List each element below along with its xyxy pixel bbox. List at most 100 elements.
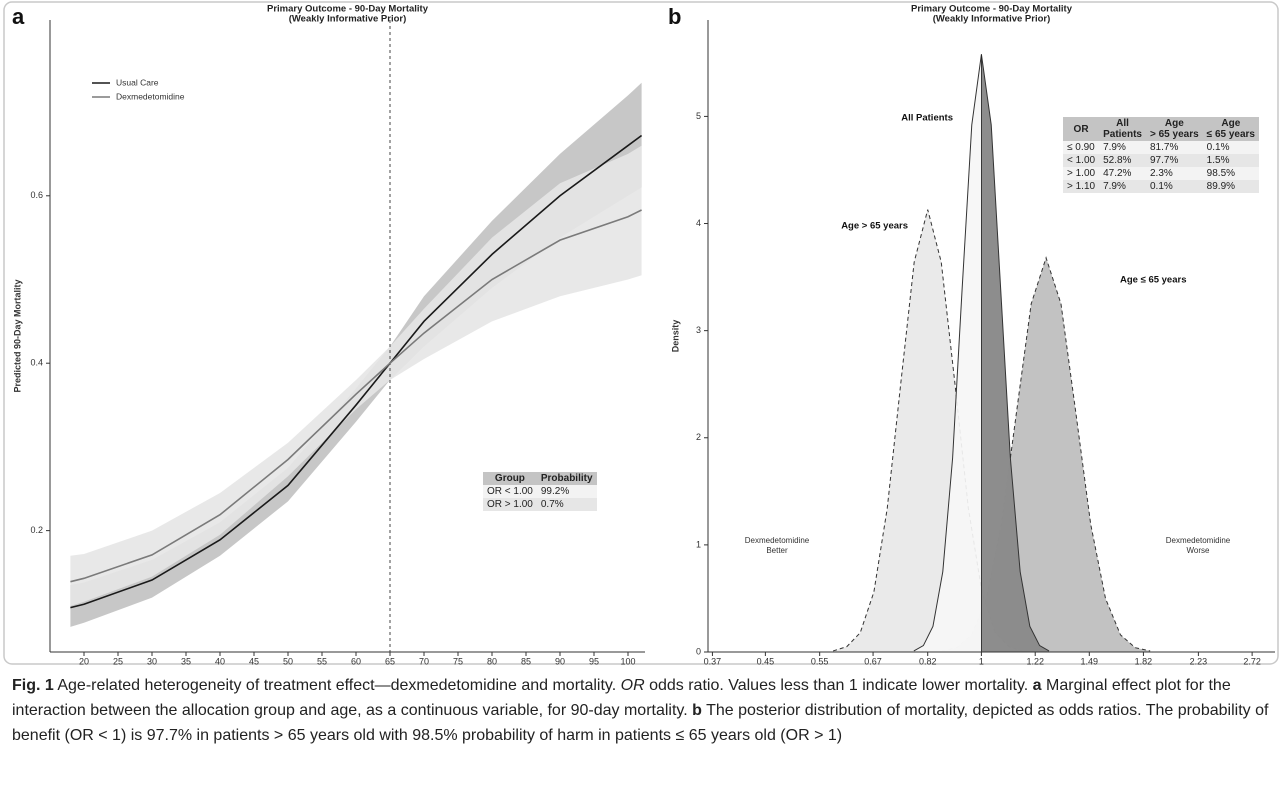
table-cell: 7.9% (1099, 141, 1146, 154)
x-tick-label: 95 (589, 656, 599, 666)
y-tick-label: 4 (696, 218, 701, 228)
table-cell: 99.2% (536, 485, 597, 498)
caption-text: a (1032, 677, 1042, 694)
legend-label: Dexmedetomidine (116, 91, 185, 101)
x-tick-label: 100 (620, 656, 635, 666)
series-label: Age > 65 years (841, 221, 908, 232)
x-tick-label: 0.82 (919, 656, 937, 666)
data-table: Group Probability OR < 1.00 99.2% OR > 1.00 0… (483, 472, 597, 511)
table-header-text: Age (1164, 118, 1184, 129)
x-tick-label: 75 (453, 656, 463, 666)
table-header-text: Age (1221, 118, 1241, 129)
table-cell: > 1.10 (1063, 180, 1100, 193)
annotation: Better (766, 546, 788, 555)
table-cell: 2.3% (1146, 167, 1203, 180)
x-tick-label: 0.55 (811, 656, 829, 666)
density-area (941, 257, 1151, 652)
caption-text: OR (620, 677, 645, 694)
table-header: Age ≤ 65 years (1202, 117, 1259, 141)
table-header-text: ≤ 65 years (1206, 129, 1255, 140)
y-tick-label: 0.6 (30, 190, 43, 200)
table-cell: > 1.00 (1063, 167, 1100, 180)
y-tick-label: 1 (696, 539, 701, 549)
x-tick-label: 35 (181, 656, 191, 666)
table-cell: OR < 1.00 (483, 485, 537, 498)
x-tick-label: 0.67 (864, 656, 882, 666)
table-header: OR (1063, 117, 1100, 141)
table-cell: 0.1% (1146, 180, 1203, 193)
x-tick-label: 25 (113, 656, 123, 666)
table-header-text: All (1116, 118, 1129, 129)
caption-text: Marginal effect plot for the interaction… (12, 677, 1231, 719)
table-header: Probability (536, 472, 597, 485)
density-line (941, 256, 1151, 652)
table-cell: 98.5% (1202, 167, 1259, 180)
x-axis-label: Odds Ratio (967, 667, 1016, 668)
x-tick-label: 40 (215, 656, 225, 666)
x-tick-label: 55 (317, 656, 327, 666)
series-label: All Patients (901, 113, 953, 124)
frame (3, 1, 1279, 665)
x-tick-label: 45 (249, 656, 259, 666)
annotation: Dexmedetomidine (1166, 536, 1231, 545)
chart-title: Primary Outcome - 90-Day Mortality (911, 4, 1073, 15)
x-tick-label: 2.72 (1243, 656, 1261, 666)
table-row: > 1.00 47.2% 2.3% 98.5% (1063, 167, 1259, 180)
caption-text: Fig. 1 (12, 677, 54, 694)
y-tick-label: 0.4 (30, 358, 43, 368)
chart-title: (Weakly Informative Prior) (933, 14, 1051, 25)
table-header-text: Patients (1103, 129, 1142, 140)
x-tick-label: 0.45 (757, 656, 775, 666)
x-tick-label: 20 (79, 656, 89, 666)
data-table: OR All Patients Age > 65 years Age ≤ 65 years ≤… (1063, 117, 1259, 193)
caption-text: b (692, 702, 702, 719)
table-cell: 47.2% (1099, 167, 1146, 180)
panel-letter: a (12, 4, 25, 29)
x-tick-label: 60 (351, 656, 361, 666)
table-cell: OR > 1.00 (483, 498, 537, 511)
table-row: OR > 1.00 0.7% (483, 498, 597, 511)
table-cell: 1.5% (1202, 154, 1259, 167)
caption: Fig. 1 Age-related heterogeneity of trea… (12, 673, 1272, 748)
x-tick-label: 90 (555, 656, 565, 666)
x-tick-label: 0.37 (704, 656, 722, 666)
table-cell: < 1.00 (1063, 154, 1100, 167)
confidence-band (70, 145, 642, 606)
line (70, 134, 643, 609)
annotation: Worse (1187, 546, 1211, 555)
table-cell: 81.7% (1146, 141, 1203, 154)
caption-text: odds ratio. Values less than 1 indicate … (644, 677, 1033, 694)
x-tick-label: 30 (147, 656, 157, 666)
y-tick-label: 3 (696, 325, 701, 335)
confidence-band (70, 82, 642, 627)
y-tick-label: 0 (696, 646, 701, 656)
table-cell: 89.9% (1202, 180, 1259, 193)
y-axis-label: Predicted 90-Day Mortality (12, 279, 22, 392)
table-cell: 7.9% (1099, 180, 1146, 193)
y-tick-label: 5 (696, 111, 701, 121)
y-axis-label: Density (670, 320, 680, 353)
annotation: Dexmedetomidine (745, 536, 810, 545)
table-row: ≤ 0.90 7.9% 81.7% 0.1% (1063, 141, 1259, 154)
x-tick-label: 80 (487, 656, 497, 666)
table-row: > 1.10 7.9% 0.1% 89.9% (1063, 180, 1259, 193)
caption-text: The posterior distribution of mortality,… (12, 702, 1269, 744)
table-cell: 0.1% (1202, 141, 1259, 154)
y-tick-label: 0.2 (30, 525, 43, 535)
x-tick-label: 1.82 (1135, 656, 1153, 666)
table-header-row: Group Probability (483, 472, 597, 485)
table-cell: 52.8% (1099, 154, 1146, 167)
table-row: < 1.00 52.8% 97.7% 1.5% (1063, 154, 1259, 167)
x-tick-label: 65 (385, 656, 395, 666)
charts: a Primary Outcome - 90-Day Mortality(Weak… (3, 1, 1279, 668)
table-row: OR < 1.00 99.2% (483, 485, 597, 498)
density-area (833, 209, 1023, 652)
legend-label: Usual Care (116, 77, 159, 87)
table-cell: 0.7% (536, 498, 597, 511)
x-tick-label: 1.22 (1026, 656, 1044, 666)
x-tick-label: 1 (979, 656, 984, 666)
chart-title: (Weakly Informative Prior) (289, 14, 407, 25)
chart-title: Primary Outcome - 90-Day Mortality (267, 4, 429, 15)
table-header-row: OR All Patients Age > 65 years Age ≤ 65 years (1063, 117, 1259, 141)
